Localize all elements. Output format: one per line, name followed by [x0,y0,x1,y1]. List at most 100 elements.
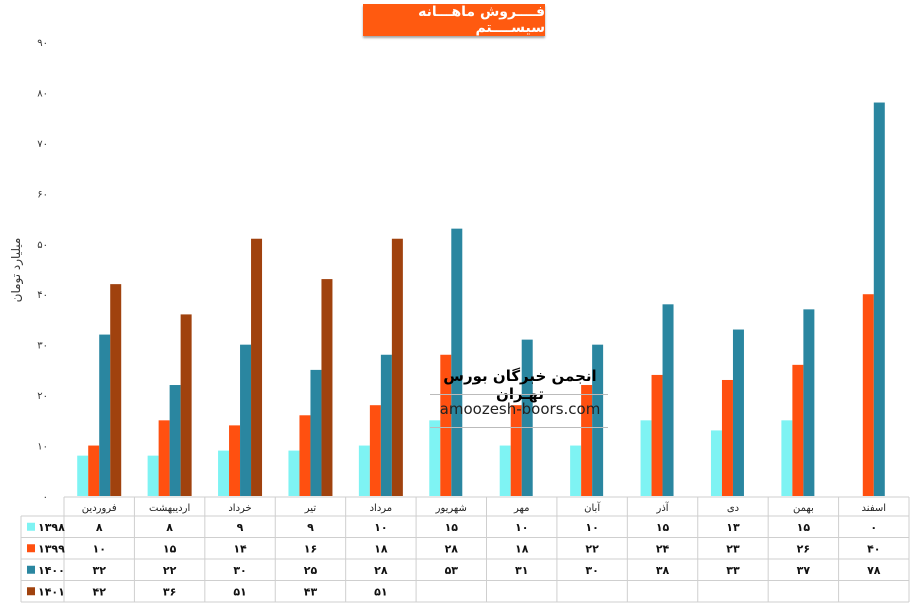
bar [510,405,522,496]
bar [251,238,263,496]
category-label: مرداد [370,503,393,514]
bar [592,344,604,496]
bar [803,309,815,496]
data-label: ۳۱ [515,564,528,577]
bar [147,455,159,496]
chart-title: فــــروش ماهـــانه سیســــتم [363,4,545,36]
y-tick-label: ۶۰ [37,189,48,200]
bar [862,294,874,496]
data-label: ۹ [307,521,314,534]
watermark-divider-bottom [430,427,608,428]
y-tick-label: ۷۰ [37,139,48,150]
bar [651,374,663,496]
category-label: خرداد [228,503,251,514]
category-label: تیر [304,503,317,514]
data-label: ۴۳ [304,585,318,598]
category-label: بهمن [793,503,814,514]
bar [873,102,885,497]
data-label: ۵۱ [374,585,387,598]
category-label: دی [727,503,739,514]
bar [380,354,392,496]
bar [180,314,192,496]
data-label: ۰ [870,521,877,534]
legend-label: ۱۳۹۸ [38,521,65,534]
data-label: ۲۵ [304,564,318,577]
data-label: ۲۳ [726,542,740,555]
bar [369,405,381,496]
data-label: ۱۵ [797,521,811,534]
data-label: ۵۳ [445,564,459,577]
legend-label: ۱۳۹۹ [38,542,65,555]
legend-label: ۱۴۰۱ [38,585,65,598]
data-label: ۹ [237,521,244,534]
bar [169,385,181,496]
bar [158,420,170,496]
category-label: اردیبهشت [149,503,190,514]
legend-swatch [27,522,35,531]
data-label: ۳۶ [163,585,176,598]
category-label: شهریور [435,503,467,514]
y-tick-label: ۵۰ [37,240,48,251]
category-label: آبان [584,501,601,514]
bar [429,420,441,496]
data-label: ۳۸ [656,564,670,577]
data-label: ۵۱ [233,585,246,598]
data-label: ۸ [166,521,173,534]
data-label: ۷۸ [867,564,881,577]
data-label: ۱۰ [515,521,528,534]
bar [321,279,333,496]
bar [570,445,582,496]
bar [662,304,674,496]
bar [451,228,463,496]
legend-swatch [27,544,35,553]
data-label: ۱۵ [163,542,177,555]
bar [792,364,804,496]
y-tick-label: ۳۰ [37,341,48,352]
y-axis-label: میلیارد تومان [9,238,24,303]
y-tick-label: ۸۰ [37,88,48,99]
bar [358,445,370,496]
data-label: ۲۶ [797,542,810,555]
data-label: ۱۵ [445,521,459,534]
y-tick-label: ۴۰ [37,290,48,301]
data-label: ۱۸ [374,542,388,555]
category-label: مهر [513,503,529,514]
bar [240,344,252,496]
data-label: ۱۵ [656,521,670,534]
bar [710,430,722,496]
bar [640,420,652,496]
bar [218,450,230,496]
legend-swatch [27,565,35,574]
bar [229,425,241,496]
data-label: ۴۰ [867,542,880,555]
bar [299,415,311,496]
bar [721,379,733,496]
data-label: ۱۶ [304,542,317,555]
bar [391,238,403,496]
bar [77,455,89,496]
data-label: ۳۲ [92,564,106,577]
data-label: ۲۲ [163,564,177,577]
y-tick-label: ۹۰ [37,38,48,49]
bar [110,284,122,496]
watermark-text: انجمن خبرگان بورس تهـران [443,367,597,403]
data-label: ۲۴ [656,542,670,555]
bar [781,420,793,496]
bar [288,450,300,496]
bar [310,369,322,496]
category-label: آذر [656,501,670,514]
category-label: اسفند [862,503,886,514]
y-tick-label: ۲۰ [37,391,48,402]
data-label: ۳۷ [797,564,811,577]
y-tick-label: ۱۰ [37,442,48,453]
bar [99,334,111,496]
data-label: ۳۳ [726,564,740,577]
watermark-divider-top [430,394,608,395]
legend-swatch [27,587,35,596]
data-label: ۳۰ [585,564,598,577]
bar [521,339,533,496]
data-label: ۱۸ [515,542,529,555]
data-label: ۲۸ [374,564,388,577]
data-label: ۸ [96,521,103,534]
